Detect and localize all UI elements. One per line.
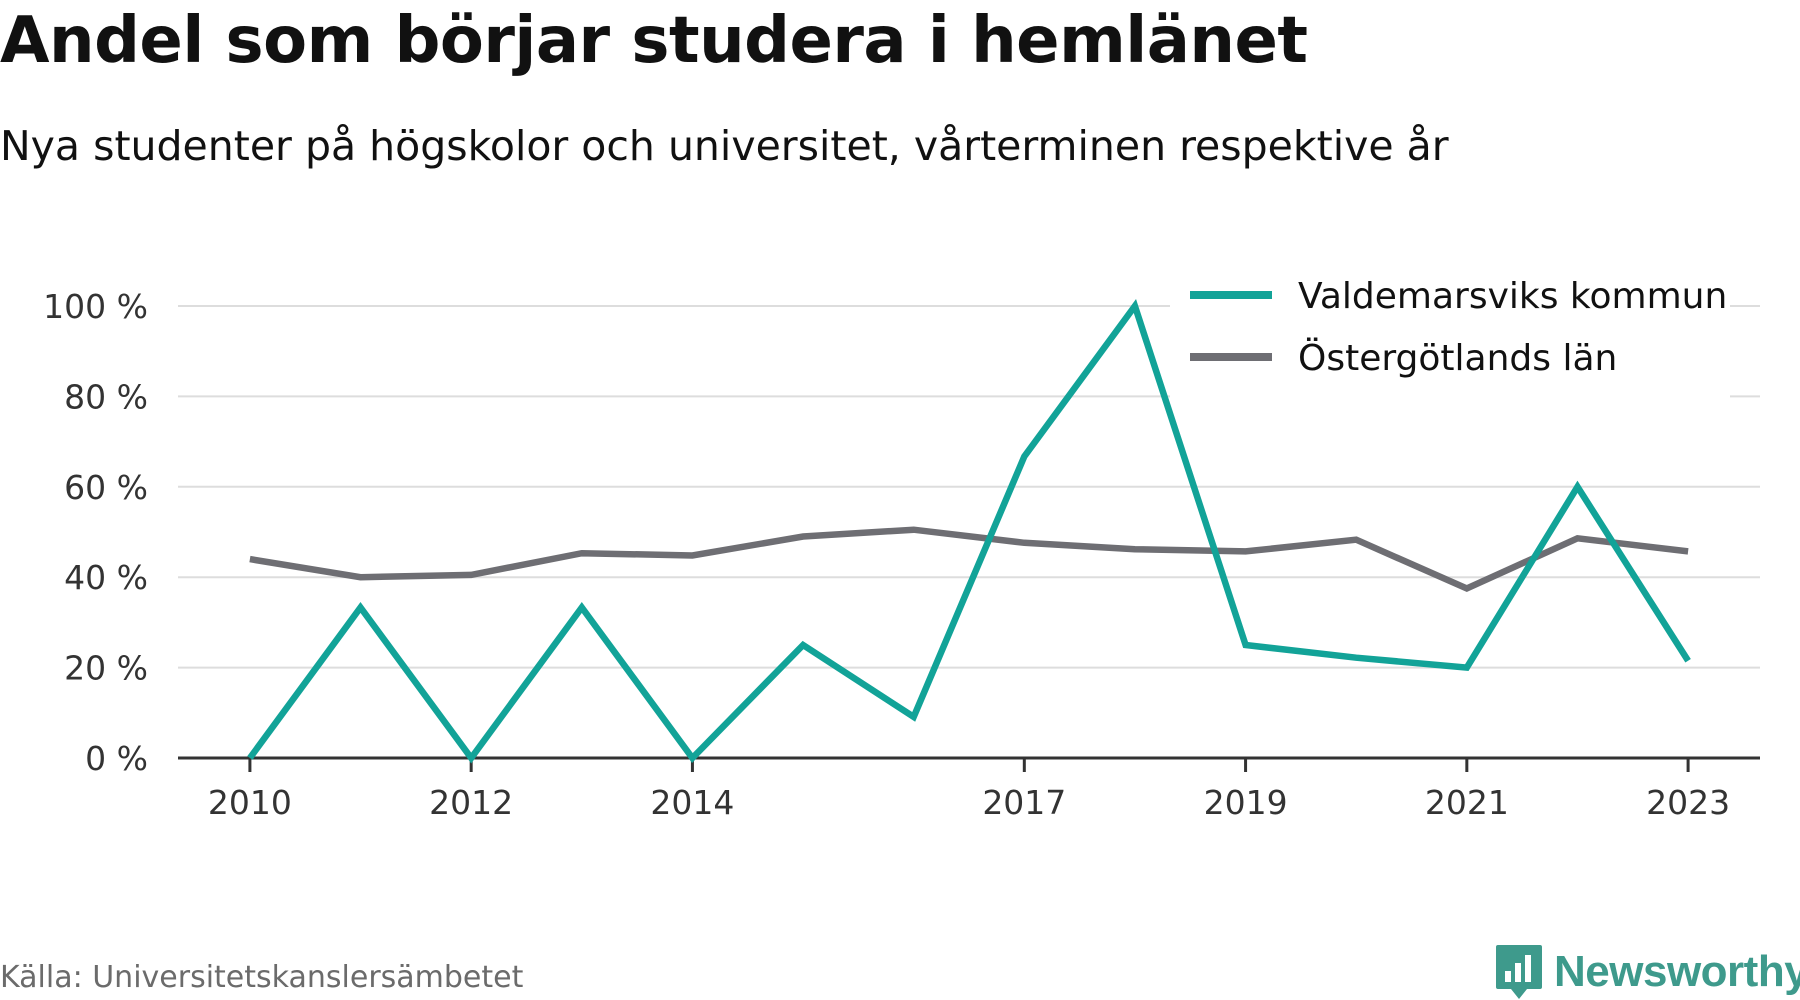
series-line-1 (247, 298, 1691, 764)
legend: Valdemarsviks kommun Östergötlands län (1170, 266, 1730, 398)
y-tick-label: 20 % (64, 649, 148, 688)
y-tick-label: 100 % (43, 287, 148, 326)
x-tick-labels: 2010 2012 2014 2017 2019 2021 2023 (208, 783, 1730, 822)
y-tick-labels: 0 % 20 % 40 % 60 % 80 % 100 % (43, 287, 148, 778)
legend-label-1: Valdemarsviks kommun (1298, 276, 1727, 317)
x-tick-label: 2012 (429, 783, 513, 822)
x-tick-label: 2017 (982, 783, 1066, 822)
series-lines (247, 298, 1691, 764)
newsworthy-logo: Newsworthy (1494, 940, 1800, 1000)
series-line-2 (249, 526, 1689, 593)
newsworthy-logo-text: Newsworthy (1554, 947, 1800, 996)
x-tick-label: 2021 (1425, 783, 1509, 822)
axes (178, 756, 1760, 772)
y-tick-label: 80 % (64, 377, 148, 416)
y-tick-label: 40 % (64, 558, 148, 597)
legend-label-2: Östergötlands län (1298, 337, 1617, 379)
chart-subtitle: Nya studenter på högskolor och universit… (0, 122, 1449, 170)
source-note: Källa: Universitetskanslersämbetet (0, 960, 524, 995)
y-tick-label: 0 % (85, 739, 148, 778)
x-tick-label: 2010 (208, 783, 292, 822)
legend-background (1170, 266, 1730, 398)
newsworthy-logo-icon (1496, 945, 1542, 999)
x-tick-label: 2014 (650, 783, 734, 822)
chart-title: Andel som börjar studera i hemlänet (0, 4, 1308, 78)
y-tick-label: 60 % (64, 468, 148, 507)
x-tick-label: 2019 (1204, 783, 1288, 822)
x-tick-label: 2023 (1646, 783, 1730, 822)
